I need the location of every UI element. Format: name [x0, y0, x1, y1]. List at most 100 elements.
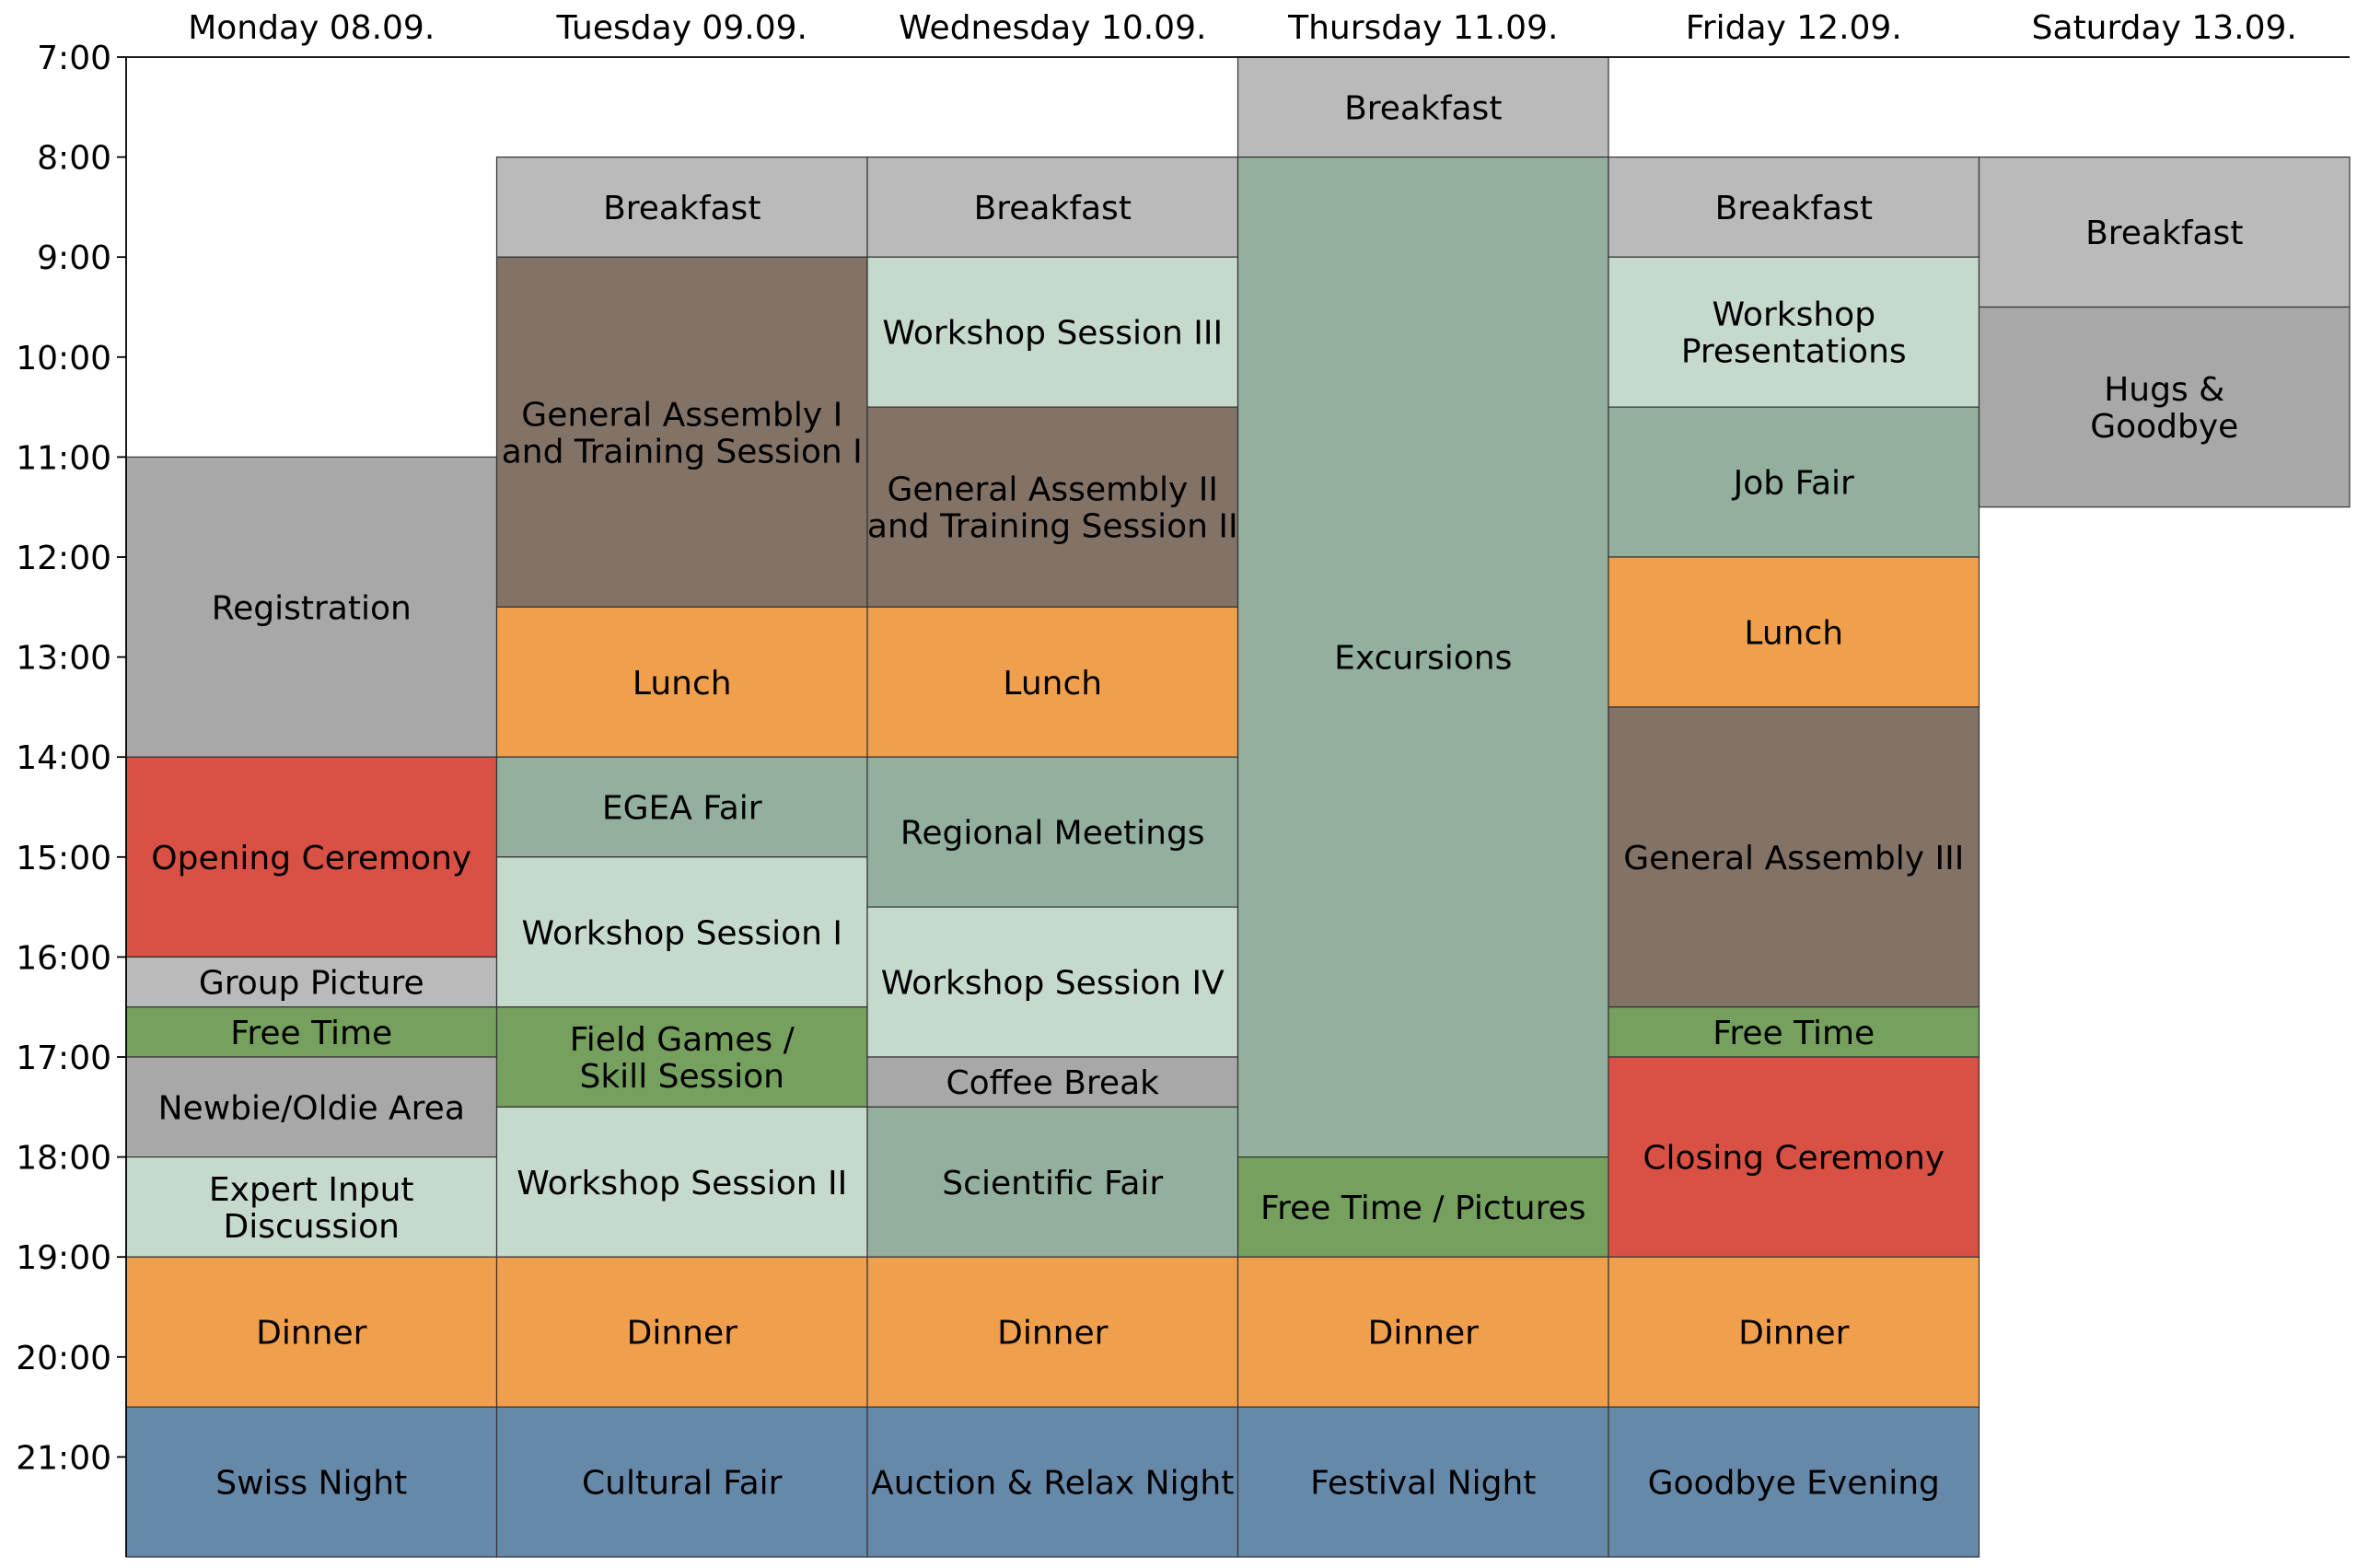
event-block [495, 856, 868, 1008]
event-monday-08-09-dinner: Dinner [125, 1256, 498, 1408]
event-saturday-13-09-hugs-goodbye: Hugs &Goodbye [1978, 306, 2351, 508]
event-block [1608, 1256, 1980, 1408]
event-tuesday-09-09-egea-fair: EGEA Fair [495, 756, 868, 858]
day-header-wednesday-10-09: Wednesday 10.09. [899, 9, 1206, 47]
event-monday-08-09-newbie-oldie-area: Newbie/Oldie Area [125, 1056, 498, 1158]
event-block [495, 1106, 868, 1258]
y-tick-label: 20:00 [16, 1340, 111, 1377]
event-block [495, 256, 868, 608]
event-label: Workshop Session III [882, 315, 1223, 353]
event-block [495, 1006, 868, 1108]
event-label: General Assembly III [1623, 840, 1964, 877]
event-block [125, 1406, 498, 1558]
event-block [1608, 706, 1980, 1008]
event-label: Breakfast [974, 190, 1132, 227]
event-tuesday-09-09-workshop-session-i: Workshop Session I [495, 856, 868, 1008]
event-friday-12-09-free-time: Free Time [1608, 1006, 1980, 1058]
event-block [866, 157, 1239, 258]
y-tick-label: 12:00 [16, 540, 111, 577]
event-label: EGEA Fair [602, 790, 762, 828]
event-friday-12-09-goodbye-evening: Goodbye Evening [1608, 1406, 1980, 1558]
event-label: Skill Session [579, 1058, 784, 1096]
event-wednesday-10-09-dinner: Dinner [866, 1256, 1239, 1408]
event-block [125, 1256, 498, 1408]
y-tick-label: 16:00 [16, 939, 111, 977]
event-friday-12-09-dinner: Dinner [1608, 1256, 1980, 1408]
event-block [866, 1256, 1239, 1408]
event-thursday-11-09-dinner: Dinner [1237, 1256, 1609, 1408]
event-label: Excursions [1334, 640, 1512, 678]
event-block [866, 906, 1239, 1058]
event-label: Workshop Session II [517, 1165, 847, 1202]
event-block [125, 1006, 498, 1058]
event-tuesday-09-09-dinner: Dinner [495, 1256, 868, 1408]
event-block [1978, 157, 2351, 308]
event-label: Breakfast [1344, 89, 1502, 127]
event-label: Free Time / Pictures [1260, 1190, 1586, 1227]
event-wednesday-10-09-auction-relax-night: Auction & Relax Night [866, 1406, 1239, 1558]
event-label: Festival Night [1310, 1465, 1536, 1503]
y-tick-label: 8:00 [37, 140, 111, 178]
event-block [866, 406, 1239, 608]
event-block [125, 1056, 498, 1158]
event-friday-12-09-general-assembly-iii: General Assembly III [1608, 706, 1980, 1008]
event-tuesday-09-09-workshop-session-ii: Workshop Session II [495, 1106, 868, 1258]
event-label: General Assembly I [521, 396, 842, 434]
event-label: Free Time [1713, 1015, 1875, 1052]
event-label: Swiss Night [215, 1465, 407, 1503]
event-tuesday-09-09-breakfast: Breakfast [495, 157, 868, 258]
event-wednesday-10-09-workshop-session-iii: Workshop Session III [866, 256, 1239, 408]
event-label: Hugs & [2104, 371, 2224, 409]
event-label: Dinner [1368, 1315, 1480, 1353]
y-tick-label: 10:00 [16, 340, 111, 377]
event-label: Cultural Fair [582, 1465, 783, 1503]
event-label: Auction & Relax Night [871, 1465, 1234, 1503]
event-label: Lunch [1003, 665, 1102, 703]
event-label: Newbie/Oldie Area [158, 1089, 465, 1127]
event-label: Closing Ceremony [1643, 1140, 1945, 1178]
event-label: Field Games / [570, 1021, 795, 1059]
event-label: Breakfast [1715, 190, 1873, 227]
event-friday-12-09-breakfast: Breakfast [1608, 157, 1980, 258]
event-block [125, 756, 498, 958]
event-block [1237, 1256, 1609, 1408]
event-label: Dinner [627, 1315, 738, 1353]
event-wednesday-10-09-regional-meetings: Regional Meetings [866, 756, 1239, 908]
event-wednesday-10-09-lunch: Lunch [866, 606, 1239, 758]
event-block [866, 1406, 1239, 1558]
y-tick-label: 19:00 [16, 1239, 111, 1277]
event-monday-08-09-registration: Registration [125, 456, 498, 758]
event-block [495, 756, 868, 858]
y-tick-label: 21:00 [16, 1439, 111, 1477]
event-monday-08-09-swiss-night: Swiss Night [125, 1406, 498, 1558]
event-friday-12-09-job-fair: Job Fair [1608, 406, 1980, 558]
event-label: and Training Session II [867, 508, 1238, 546]
event-label: Presentations [1681, 333, 1907, 371]
y-tick-label: 7:00 [37, 40, 111, 77]
event-label: Workshop [1712, 296, 1875, 334]
y-tick-label: 18:00 [16, 1140, 111, 1178]
day-headers: Monday 08.09. Tuesday 09.09. Wednesday 10.… [188, 9, 2297, 47]
event-monday-08-09-opening-ceremony: Opening Ceremony [125, 756, 498, 958]
event-label: Scientific Fair [942, 1165, 1163, 1202]
event-block [866, 1106, 1239, 1258]
event-label: Workshop Session I [522, 914, 842, 952]
event-label: Registration [212, 589, 412, 627]
event-block [125, 956, 498, 1008]
y-tick-label: 13:00 [16, 640, 111, 678]
event-thursday-11-09-free-time-pictures: Free Time / Pictures [1237, 1156, 1609, 1258]
event-label: Opening Ceremony [151, 840, 471, 877]
event-friday-12-09-closing-ceremony: Closing Ceremony [1608, 1056, 1980, 1258]
day-header-thursday-11-09: Thursday 11.09. [1287, 9, 1558, 47]
event-block [1978, 306, 2351, 508]
y-tick-label: 9:00 [37, 239, 111, 277]
event-tuesday-09-09-cultural-fair: Cultural Fair [495, 1406, 868, 1558]
event-label: Free Time [230, 1015, 392, 1052]
event-thursday-11-09-excursions: Excursions [1237, 157, 1609, 1158]
event-friday-12-09-lunch: Lunch [1608, 556, 1980, 708]
event-block [1608, 556, 1980, 708]
event-wednesday-10-09-coffee-break: Coffee Break [866, 1056, 1239, 1108]
event-wednesday-10-09-workshop-session-iv: Workshop Session IV [866, 906, 1239, 1058]
event-block [866, 256, 1239, 408]
event-block [1237, 157, 1609, 1158]
